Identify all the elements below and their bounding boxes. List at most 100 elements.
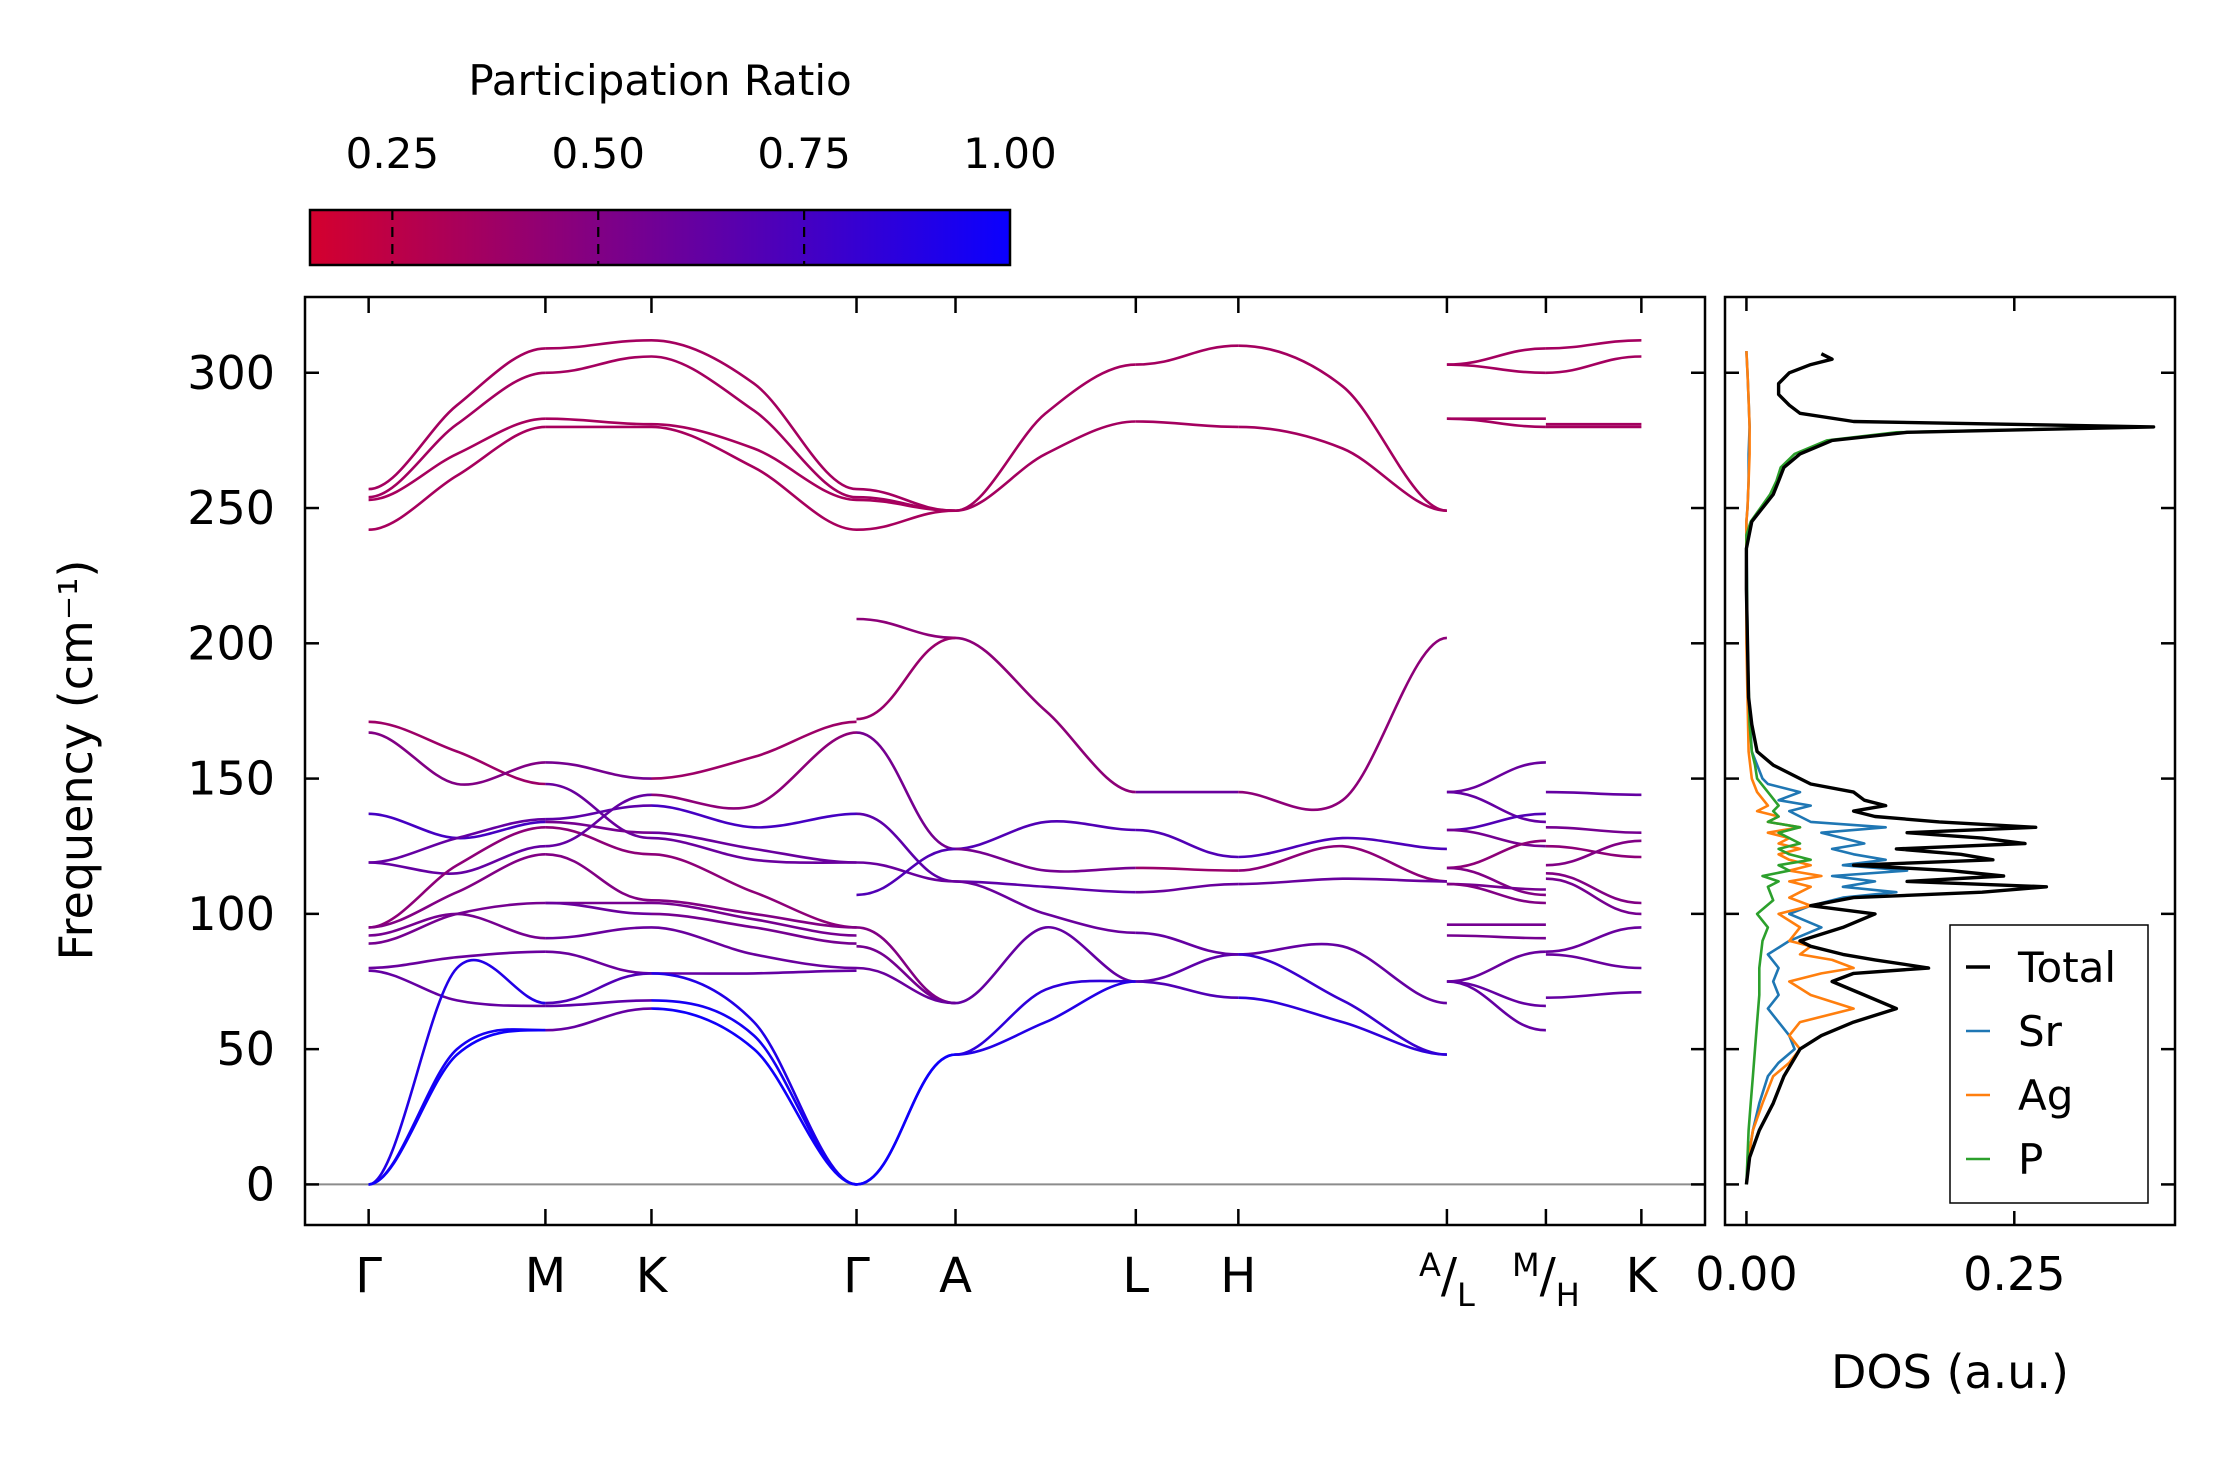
phonon-band: [1545, 790, 1642, 797]
phonon-band: [651, 999, 857, 1186]
band-ylabel: Frequency (cm⁻¹): [49, 560, 103, 961]
dos-xtick-label: 0.00: [1695, 1247, 1797, 1301]
colorbar-tick-label: 1.00: [963, 129, 1057, 178]
phonon-band: [545, 901, 652, 916]
colorbar: Participation Ratio 0.25 0.50 0.75 1.00: [308, 56, 1057, 267]
phonon-band: [1135, 931, 1239, 956]
phonon-band: [1545, 953, 1642, 970]
phonon-band: [1238, 844, 1447, 883]
phonon-band: [1545, 877, 1642, 916]
phonon-band: [1238, 877, 1447, 886]
kpoint-label: H: [1220, 1248, 1256, 1304]
phonon-band: [1135, 420, 1239, 429]
phonon-band: [651, 969, 857, 975]
phonon-band: [856, 847, 956, 897]
band-ytick-label: 300: [187, 346, 275, 400]
phonon-band: [1135, 866, 1239, 872]
phonon-band: [1446, 934, 1546, 940]
kpoint-label: M: [525, 1248, 566, 1304]
phonon-band: [1446, 761, 1546, 794]
phonon-band: [1446, 980, 1546, 1008]
colorbar-tick-label: 0.75: [757, 129, 851, 178]
phonon-band: [545, 339, 652, 350]
phonon-band: [1238, 942, 1447, 1005]
phonon-band: [1545, 991, 1642, 999]
phonon-band: [856, 731, 956, 851]
band-ytick-label: 200: [187, 616, 275, 670]
phonon-band: [1446, 417, 1546, 429]
band-ytick-label: 100: [187, 887, 275, 941]
phonon-band: [1545, 826, 1642, 834]
phonon-band: [955, 980, 1136, 1056]
phonon-band: [1545, 339, 1642, 350]
phonon-band: [651, 339, 857, 491]
kpoint-label: K: [1626, 1248, 1659, 1304]
dos-series-sr: [1745, 351, 1909, 1185]
phonon-band: [545, 853, 652, 902]
phonon-band: [955, 847, 1136, 873]
phonon-band: [1238, 344, 1448, 512]
kpoint-label: A: [939, 1248, 972, 1304]
phonon-band: [651, 804, 857, 829]
phonon-band: [368, 912, 546, 940]
phonon-band: [1238, 953, 1447, 1056]
phonon-band: [1135, 953, 1239, 983]
kpoint-label: Γ: [355, 1248, 382, 1304]
phonon-band: [651, 720, 857, 780]
phonon-band: [651, 355, 857, 499]
phonon-band: [545, 1007, 652, 1032]
band-frame: [303, 295, 1707, 1227]
phonon-band: [651, 422, 857, 502]
dos-series-ag: [1745, 351, 1855, 1185]
colorbar-tick-label: 0.50: [551, 129, 645, 178]
legend-box: [1949, 924, 2149, 1204]
phonon-band: [545, 972, 652, 1005]
phonon-band: [856, 1053, 956, 1186]
phonon-band: [651, 1007, 857, 1186]
phonon-band: [545, 355, 652, 375]
dos-legend: Total Sr Ag P: [1949, 924, 2149, 1204]
kpoint-label: L: [1122, 1248, 1149, 1304]
phonon-band: [856, 509, 956, 531]
phonon-band: [1446, 980, 1546, 1032]
colorbar-tick-label: 0.25: [346, 129, 440, 178]
phonon-band: [856, 636, 956, 721]
phonon-band: [955, 363, 1136, 512]
legend-label: Sr: [2018, 1007, 2063, 1056]
band-ytick-label: 150: [187, 752, 275, 806]
phonon-band: [651, 836, 857, 864]
phonon-band: [651, 912, 857, 945]
phonon-band: [955, 420, 1136, 512]
phonon-band: [545, 417, 652, 426]
phonon-band: [1135, 882, 1239, 894]
phonon-band: [545, 950, 652, 975]
phonon-band: [955, 820, 1136, 851]
phonon-band: [368, 720, 546, 786]
phonon-band: [368, 417, 546, 502]
phonon-band: [545, 999, 652, 1008]
phonon-band: [1135, 344, 1239, 366]
phonon-band: [368, 731, 546, 786]
phonon-band: [545, 926, 652, 940]
phonon-band: [651, 425, 857, 531]
phonon-band: [1446, 347, 1546, 366]
phonon-band: [545, 793, 652, 848]
phonon-band: [1446, 363, 1546, 375]
phonon-band: [1545, 839, 1642, 867]
phonon-band: [1545, 355, 1642, 375]
phonon-band: [1545, 872, 1642, 905]
band-ytick-label: 50: [216, 1022, 275, 1076]
legend-label: P: [2018, 1135, 2043, 1184]
band-ytick-label: 250: [187, 481, 275, 535]
kpoint-label: Γ: [843, 1248, 870, 1304]
phonon-band: [1446, 790, 1546, 824]
phonon-band: [856, 945, 956, 1005]
phonon-band: [955, 880, 1136, 894]
phonon-band: [1446, 839, 1546, 870]
phonon-band: [651, 831, 857, 864]
phonon-band: [545, 782, 652, 840]
phonon-band: [545, 820, 652, 834]
kpoint-label: M/H: [1512, 1246, 1580, 1314]
phonon-band: [856, 812, 956, 883]
